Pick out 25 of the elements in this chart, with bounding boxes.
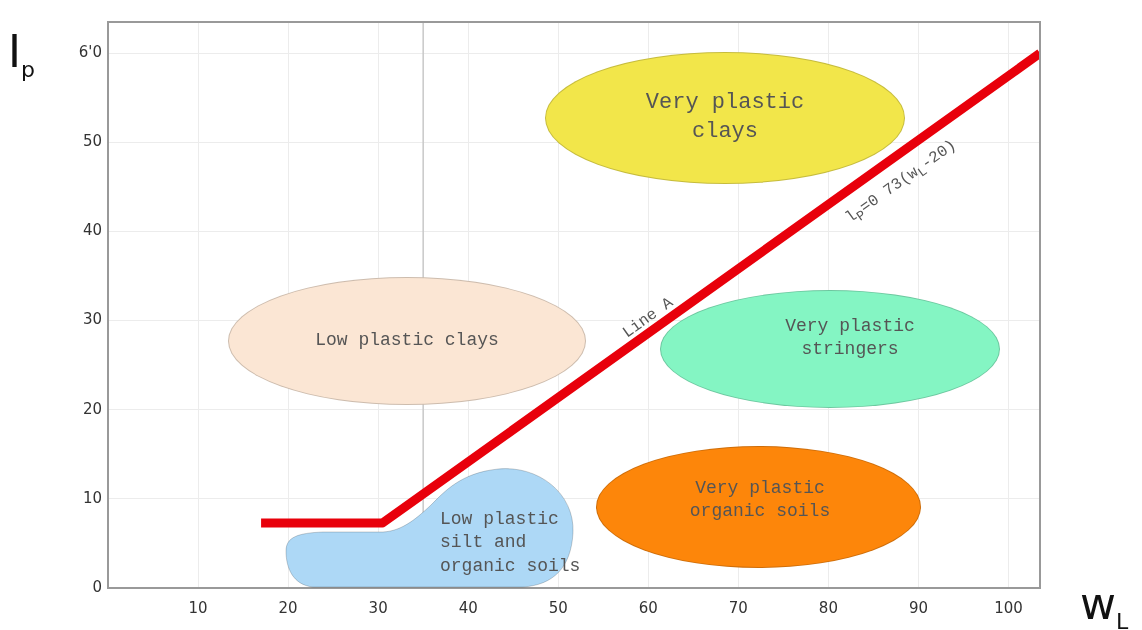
x-tick-label: 100 (994, 598, 1023, 617)
annotation: Line A (619, 293, 677, 343)
y-tick-label: 10 (82, 488, 102, 507)
y-tick-label: 50 (82, 132, 102, 151)
x-tick-label: 80 (818, 598, 838, 617)
y-tick-label: 40 (82, 221, 102, 240)
x-tick-label: 40 (458, 598, 478, 617)
x-tick-label: 20 (278, 598, 298, 617)
annotation: Very plastic organic soils (688, 476, 832, 523)
x-tick-label: 70 (728, 598, 748, 617)
x-tick-label: 10 (188, 598, 208, 617)
y-tick-label: 6'0 (78, 43, 102, 62)
x-axis-title: w$_{L}$ (1080, 578, 1129, 630)
annotation: Very plastic stringers (784, 314, 916, 361)
annotation: Very plastic clays (644, 89, 806, 146)
x-tick-label: 30 (368, 598, 388, 617)
y-axis-title: I$_{p}$ (8, 26, 35, 82)
y-tick-label: 30 (82, 310, 102, 329)
y-tick-label: 20 (82, 399, 102, 418)
annotation: Low plastic clays (314, 329, 500, 353)
x-tick-label: 60 (638, 598, 658, 617)
y-tick-label: 0 (92, 577, 102, 596)
annotation: Low plastic silt and organic soils (440, 507, 582, 578)
x-tick-label: 50 (548, 598, 568, 617)
x-tick-label: 90 (908, 598, 928, 617)
